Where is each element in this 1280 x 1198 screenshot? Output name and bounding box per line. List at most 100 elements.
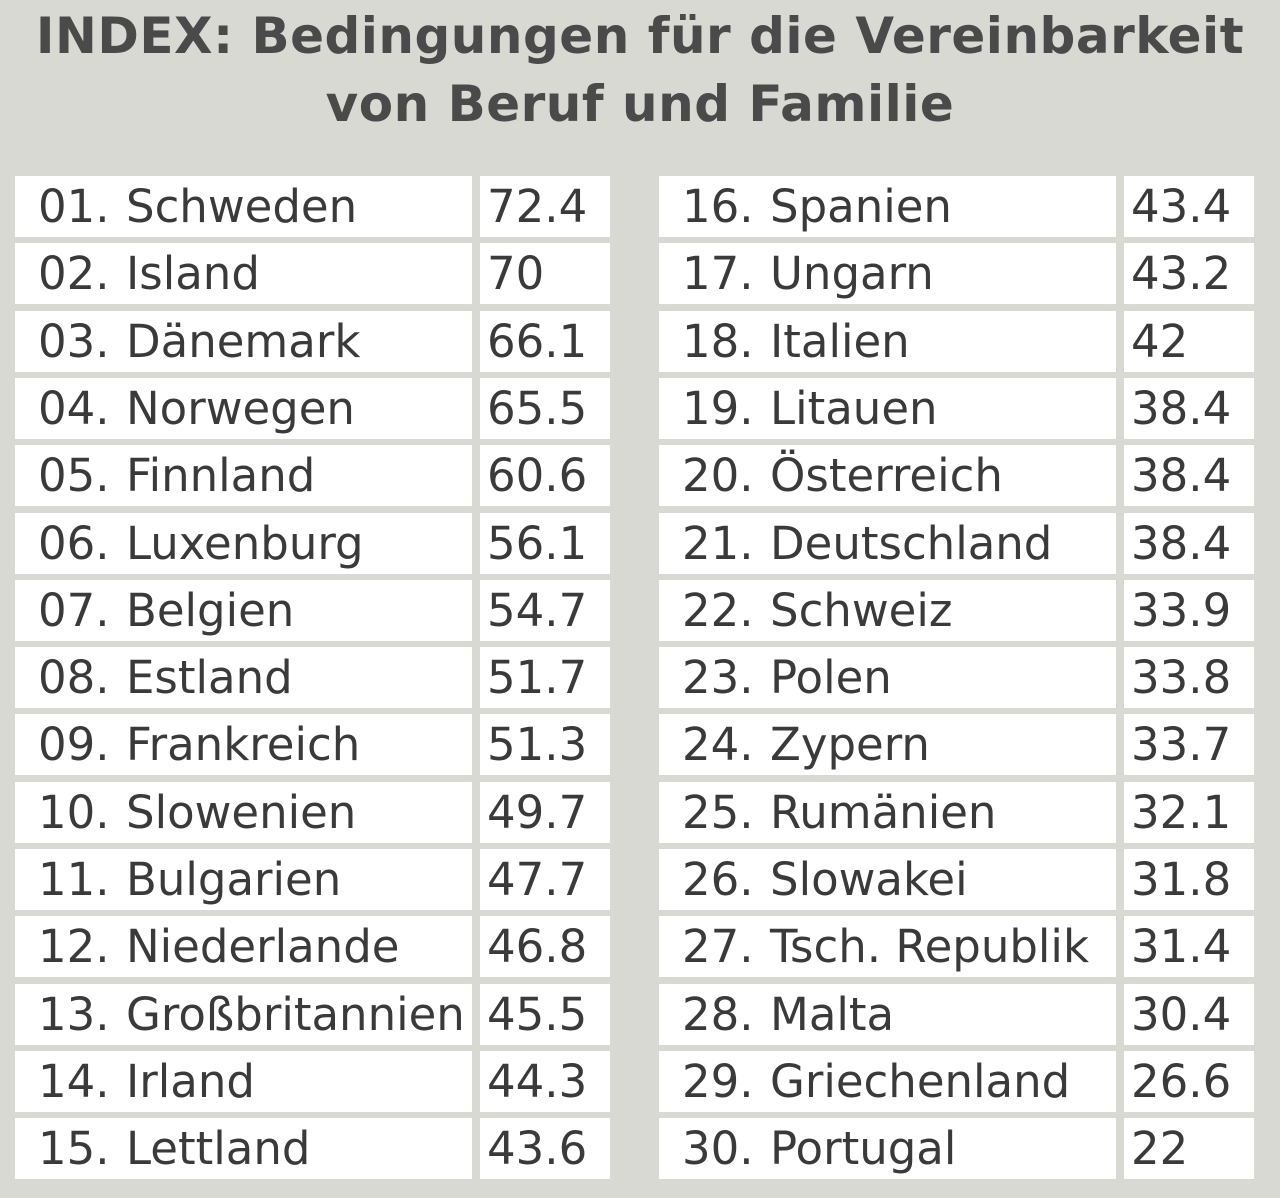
table-row: 08. Estland 51.7 (15, 647, 610, 708)
rank-label: 25. (682, 786, 754, 839)
table-row: 13. Großbritannien 45.5 (15, 984, 610, 1045)
value-cell: 54.7 (480, 580, 610, 641)
rank-label: 01. (38, 180, 110, 233)
country-cell: 16. Spanien (659, 176, 1116, 237)
rank-label: 30. (682, 1122, 754, 1175)
country-label: Schweiz (770, 584, 953, 637)
rank-label: 07. (38, 584, 110, 637)
country-label: Frankreich (126, 718, 361, 771)
table-row: 23. Polen 33.8 (659, 647, 1254, 708)
value-cell: 22 (1124, 1118, 1254, 1179)
value-cell: 42 (1124, 311, 1254, 372)
value-cell: 33.9 (1124, 580, 1254, 641)
country-cell: 27. Tsch. Republik (659, 916, 1116, 977)
country-label: Großbritannien (126, 988, 465, 1041)
country-cell: 22. Schweiz (659, 580, 1116, 641)
table-row: 12. Niederlande 46.8 (15, 916, 610, 977)
value-cell: 38.4 (1124, 513, 1254, 574)
rank-label: 24. (682, 718, 754, 771)
country-label: Finnland (126, 449, 316, 502)
value-cell: 70 (480, 243, 610, 304)
table-row: 01. Schweden 72.4 (15, 176, 610, 237)
country-cell: 28. Malta (659, 984, 1116, 1045)
table-row: 21. Deutschland 38.4 (659, 513, 1254, 574)
country-label: Island (126, 247, 260, 300)
table-row: 16. Spanien 43.4 (659, 176, 1254, 237)
country-label: Österreich (770, 449, 1003, 502)
table-row: 07. Belgien 54.7 (15, 580, 610, 641)
value-cell: 38.4 (1124, 378, 1254, 439)
rank-label: 23. (682, 651, 754, 704)
value-cell: 56.1 (480, 513, 610, 574)
rank-label: 06. (38, 517, 110, 570)
country-label: Rumänien (770, 786, 997, 839)
country-label: Estland (126, 651, 293, 704)
country-cell: 09. Frankreich (15, 714, 472, 775)
country-label: Luxenburg (126, 517, 364, 570)
table-row: 17. Ungarn 43.2 (659, 243, 1254, 304)
rank-label: 03. (38, 315, 110, 368)
country-cell: 05. Finnland (15, 445, 472, 506)
table-row: 26. Slowakei 31.8 (659, 849, 1254, 910)
table-row: 30. Portugal 22 (659, 1118, 1254, 1179)
country-label: Dänemark (126, 315, 361, 368)
country-cell: 14. Irland (15, 1051, 472, 1112)
value-cell: 72.4 (480, 176, 610, 237)
country-cell: 25. Rumänien (659, 782, 1116, 843)
table-row: 22. Schweiz 33.9 (659, 580, 1254, 641)
rank-label: 09. (38, 718, 110, 771)
rank-label: 28. (682, 988, 754, 1041)
country-cell: 10. Slowenien (15, 782, 472, 843)
rank-label: 27. (682, 920, 754, 973)
rank-label: 29. (682, 1055, 754, 1108)
table-row: 18. Italien 42 (659, 311, 1254, 372)
value-cell: 43.2 (1124, 243, 1254, 304)
country-label: Slowenien (126, 786, 357, 839)
table-row: 11. Bulgarien 47.7 (15, 849, 610, 910)
table-row: 03. Dänemark 66.1 (15, 311, 610, 372)
table-row: 15. Lettland 43.6 (15, 1118, 610, 1179)
rank-label: 11. (38, 853, 110, 906)
value-cell: 47.7 (480, 849, 610, 910)
value-cell: 43.6 (480, 1118, 610, 1179)
country-label: Malta (770, 988, 895, 1041)
country-cell: 03. Dänemark (15, 311, 472, 372)
country-cell: 19. Litauen (659, 378, 1116, 439)
table-row: 20. Österreich 38.4 (659, 445, 1254, 506)
country-label: Schweden (126, 180, 358, 233)
table-row: 05. Finnland 60.6 (15, 445, 610, 506)
value-cell: 33.7 (1124, 714, 1254, 775)
value-cell: 46.8 (480, 916, 610, 977)
rank-label: 14. (38, 1055, 110, 1108)
country-cell: 23. Polen (659, 647, 1116, 708)
value-cell: 60.6 (480, 445, 610, 506)
value-cell: 65.5 (480, 378, 610, 439)
table-row: 25. Rumänien 32.1 (659, 782, 1254, 843)
rank-label: 22. (682, 584, 754, 637)
table-row: 14. Irland 44.3 (15, 1051, 610, 1112)
country-cell: 12. Niederlande (15, 916, 472, 977)
rank-label: 18. (682, 315, 754, 368)
value-cell: 45.5 (480, 984, 610, 1045)
country-label: Griechenland (770, 1055, 1071, 1108)
rank-label: 08. (38, 651, 110, 704)
country-cell: 29. Griechenland (659, 1051, 1116, 1112)
country-cell: 02. Island (15, 243, 472, 304)
rank-label: 12. (38, 920, 110, 973)
country-cell: 18. Italien (659, 311, 1116, 372)
table-row: 24. Zypern 33.7 (659, 714, 1254, 775)
value-cell: 30.4 (1124, 984, 1254, 1045)
value-cell: 51.3 (480, 714, 610, 775)
table-row: 06. Luxenburg 56.1 (15, 513, 610, 574)
value-cell: 51.7 (480, 647, 610, 708)
country-label: Zypern (770, 718, 930, 771)
rank-label: 20. (682, 449, 754, 502)
value-cell: 49.7 (480, 782, 610, 843)
rank-label: 13. (38, 988, 110, 1041)
value-cell: 44.3 (480, 1051, 610, 1112)
country-label: Belgien (126, 584, 295, 637)
country-cell: 07. Belgien (15, 580, 472, 641)
country-cell: 01. Schweden (15, 176, 472, 237)
country-cell: 06. Luxenburg (15, 513, 472, 574)
table-row: 02. Island 70 (15, 243, 610, 304)
